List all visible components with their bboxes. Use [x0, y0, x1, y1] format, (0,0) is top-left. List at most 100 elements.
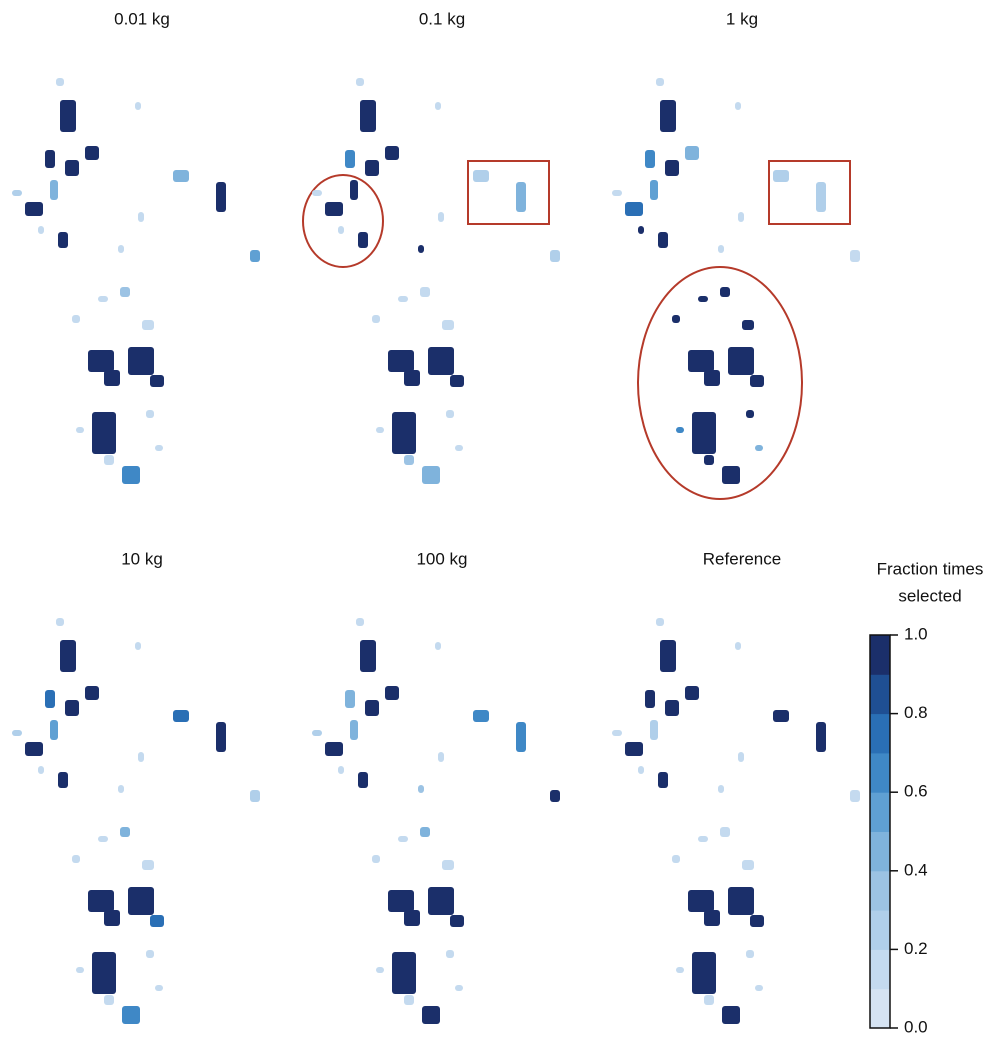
patch — [516, 722, 526, 752]
patch — [612, 190, 622, 196]
panel-title: 1 kg — [726, 9, 758, 28]
patch — [750, 915, 764, 927]
patch — [388, 890, 414, 912]
patch — [60, 640, 76, 672]
panel-title: 100 kg — [416, 549, 467, 568]
patch — [60, 100, 76, 132]
colorbar-tick-label: 0.6 — [904, 782, 928, 801]
patch — [72, 315, 80, 323]
patch — [173, 710, 189, 722]
patch — [658, 232, 668, 248]
panel-title: Reference — [703, 549, 781, 568]
patch — [56, 618, 64, 626]
colorbar-band — [870, 832, 890, 872]
patch — [438, 212, 444, 222]
patch — [392, 952, 416, 994]
patch — [250, 250, 260, 262]
patch — [816, 722, 826, 752]
patch — [672, 855, 680, 863]
patch — [356, 618, 364, 626]
patch — [372, 855, 380, 863]
patch — [446, 950, 454, 958]
highlight-ellipse — [303, 175, 383, 267]
patch — [58, 772, 68, 788]
patch — [755, 445, 763, 451]
patch — [398, 836, 408, 842]
patch — [746, 410, 754, 418]
patch — [376, 967, 384, 973]
patch — [25, 202, 43, 216]
panel-title: 10 kg — [121, 549, 163, 568]
patch — [135, 642, 141, 650]
patch — [104, 370, 120, 386]
patch — [422, 466, 440, 484]
colorbar-tick-label: 1.0 — [904, 624, 928, 643]
patch — [138, 212, 144, 222]
patch — [122, 466, 140, 484]
patch — [98, 296, 108, 302]
colorbar-band — [870, 871, 890, 911]
colorbar-tick-label: 0.4 — [904, 860, 928, 879]
patch — [650, 720, 658, 740]
patch — [722, 466, 740, 484]
patch — [385, 686, 399, 700]
patch — [88, 890, 114, 912]
patch — [104, 995, 114, 1005]
patch — [650, 180, 658, 200]
patch — [360, 640, 376, 672]
patch — [128, 347, 154, 375]
patch — [735, 642, 741, 650]
colorbar-title: selected — [898, 586, 961, 605]
patch — [638, 226, 644, 234]
patch — [656, 618, 664, 626]
patch — [356, 78, 364, 86]
patch — [150, 915, 164, 927]
patch — [660, 640, 676, 672]
patch — [704, 910, 720, 926]
patch — [45, 150, 55, 168]
patch — [312, 730, 322, 736]
patch — [418, 245, 424, 253]
patch — [146, 950, 154, 958]
patch — [404, 370, 420, 386]
patch — [345, 150, 355, 168]
patch — [658, 772, 668, 788]
patch — [404, 455, 414, 465]
patch — [728, 887, 754, 915]
patch — [325, 742, 343, 756]
patch — [692, 412, 716, 454]
patch — [360, 100, 376, 132]
patch — [718, 245, 724, 253]
patch — [625, 742, 643, 756]
patch — [312, 190, 322, 196]
patch — [372, 315, 380, 323]
colorbar-band — [870, 792, 890, 832]
patch — [685, 686, 699, 700]
patch — [12, 730, 22, 736]
patch — [128, 887, 154, 915]
patch — [338, 226, 344, 234]
patch — [50, 720, 58, 740]
patch — [685, 146, 699, 160]
colorbar-tick-label: 0.0 — [904, 1017, 928, 1036]
patch — [738, 212, 744, 222]
patch — [665, 700, 679, 716]
patch — [58, 232, 68, 248]
patch — [698, 296, 708, 302]
patch — [404, 995, 414, 1005]
patch — [720, 827, 730, 837]
patch — [473, 170, 489, 182]
colorbar-band — [870, 635, 890, 675]
colorbar-band — [870, 949, 890, 989]
patch — [120, 287, 130, 297]
patch — [550, 250, 560, 262]
patch — [118, 785, 124, 793]
patch — [358, 772, 368, 788]
patch — [746, 950, 754, 958]
patch — [665, 160, 679, 176]
patch — [625, 202, 643, 216]
patch — [72, 855, 80, 863]
patch — [365, 700, 379, 716]
patch — [773, 170, 789, 182]
patch — [550, 790, 560, 802]
